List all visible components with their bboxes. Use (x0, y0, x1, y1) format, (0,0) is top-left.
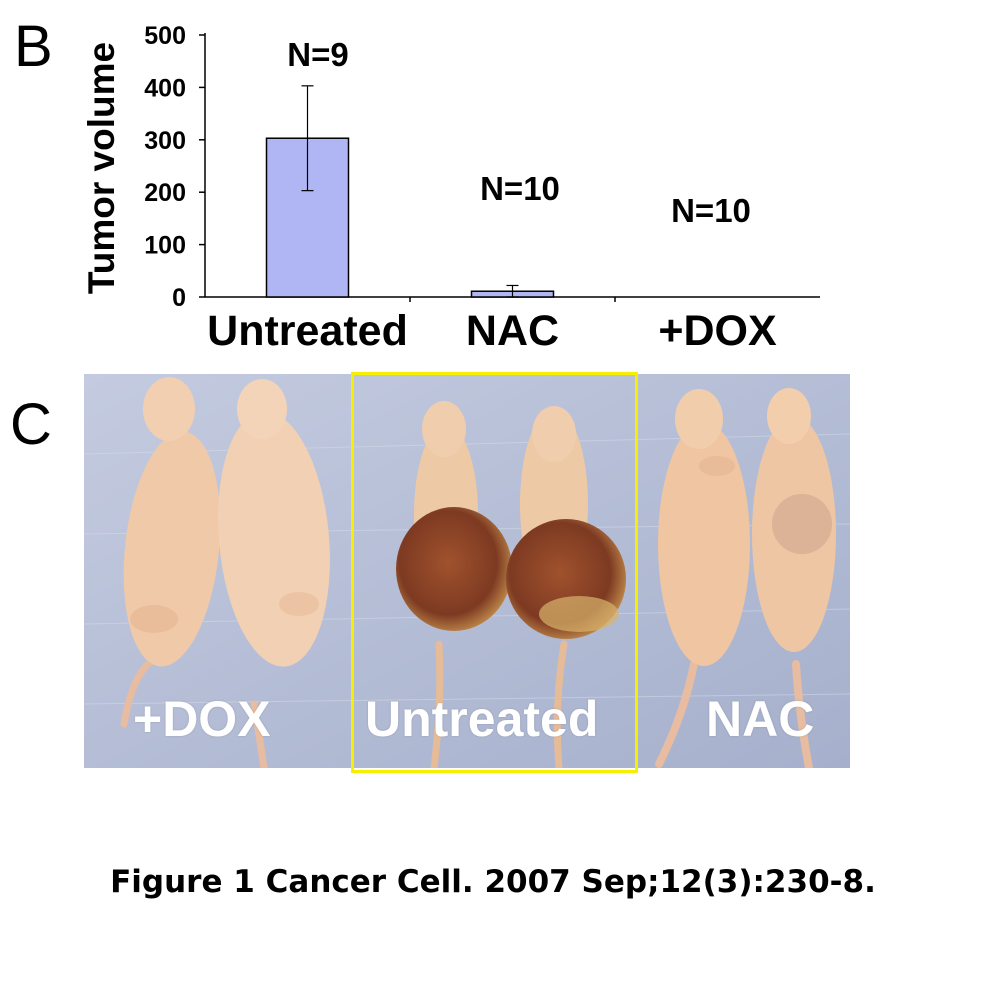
y-axis-title: Tumor volume (81, 42, 122, 294)
y-tick-label: 300 (144, 127, 186, 155)
x-category-label: Untreated (207, 307, 408, 355)
photo-label-untreated: Untreated (365, 691, 599, 747)
y-tick-label: 0 (172, 284, 186, 312)
dox-mouse-2 (218, 379, 330, 768)
untreated-highlight-box (351, 372, 638, 773)
nac-mouse-2 (752, 388, 836, 768)
y-tick-label: 100 (144, 232, 186, 260)
n-label: N=10 (671, 192, 751, 229)
dox-mouse-1 (120, 377, 221, 728)
photo-label-dox: +DOX (133, 691, 271, 747)
x-axis-labels: Untreated NAC +DOX (207, 307, 777, 355)
panel-b-label: B (14, 14, 53, 79)
sample-size-labels: N=9 N=10 N=10 (287, 36, 751, 229)
untreated-mouse-1 (396, 401, 512, 768)
photo-label-nac: NAC (706, 691, 815, 747)
bars (265, 85, 555, 298)
n-label: N=10 (480, 170, 560, 207)
figure-caption: Figure 1 Cancer Cell. 2007 Sep;12(3):230… (110, 864, 876, 900)
mice-photo (84, 374, 850, 768)
y-tick-label: 200 (144, 179, 186, 207)
y-tick-label: 500 (144, 22, 186, 50)
nac-mouse-1 (655, 389, 750, 768)
x-category-label: +DOX (658, 307, 777, 355)
n-label: N=9 (287, 36, 348, 73)
tumor-volume-bar-chart: 0 100 200 300 400 500 Untreated NAC +DOX N=9 N=1… (81, 22, 820, 355)
untreated-mouse-2 (506, 406, 626, 768)
x-category-label: NAC (466, 307, 559, 355)
y-axis: 0 100 200 300 400 500 (144, 22, 820, 312)
y-tick-label: 400 (144, 74, 186, 102)
mice-photo-illustration (84, 374, 850, 768)
panel-c-label: C (10, 392, 52, 457)
